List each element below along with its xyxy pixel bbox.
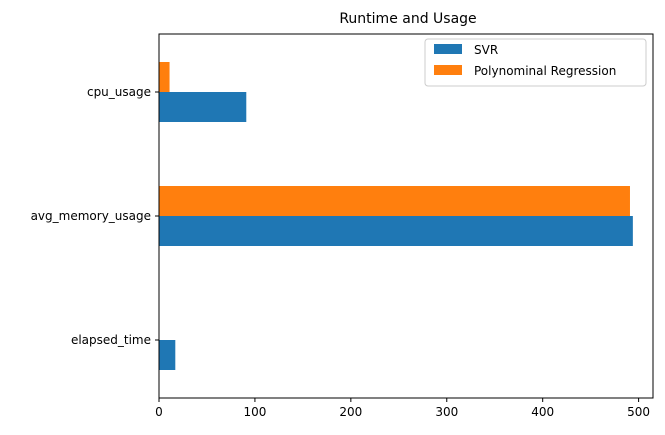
x-tick-label: 100 [243, 405, 266, 419]
bar-polynominal-regression-avg-memory-usage [159, 186, 630, 216]
bar-svr-avg-memory-usage [159, 216, 633, 246]
bar-svr-elapsed-time [159, 340, 176, 370]
chart-title: Runtime and Usage [339, 11, 476, 27]
x-tick-label: 0 [155, 405, 163, 419]
x-tick-label: 200 [339, 405, 362, 419]
y-tick-label: elapsed_time [71, 333, 151, 347]
bar-svr-cpu-usage [159, 92, 247, 122]
y-axis: elapsed_time avg_memory_usage cpu_usage [31, 85, 159, 347]
legend-label: SVR [474, 43, 498, 57]
y-tick-label: cpu_usage [87, 85, 151, 99]
x-axis: 0 100 200 300 400 500 [155, 398, 650, 419]
legend-swatch [434, 44, 462, 54]
bar-polynominal-regression-cpu-usage [159, 62, 170, 92]
x-tick-label: 500 [627, 405, 650, 419]
legend-box [424, 38, 647, 87]
bars-group [159, 62, 633, 370]
legend: SVR Polynominal Regression [424, 38, 647, 87]
y-tick-label: avg_memory_usage [31, 209, 151, 223]
legend-label: Polynominal Regression [474, 64, 616, 78]
x-tick-label: 300 [435, 405, 458, 419]
legend-swatch [434, 65, 462, 75]
x-tick-label: 400 [531, 405, 554, 419]
